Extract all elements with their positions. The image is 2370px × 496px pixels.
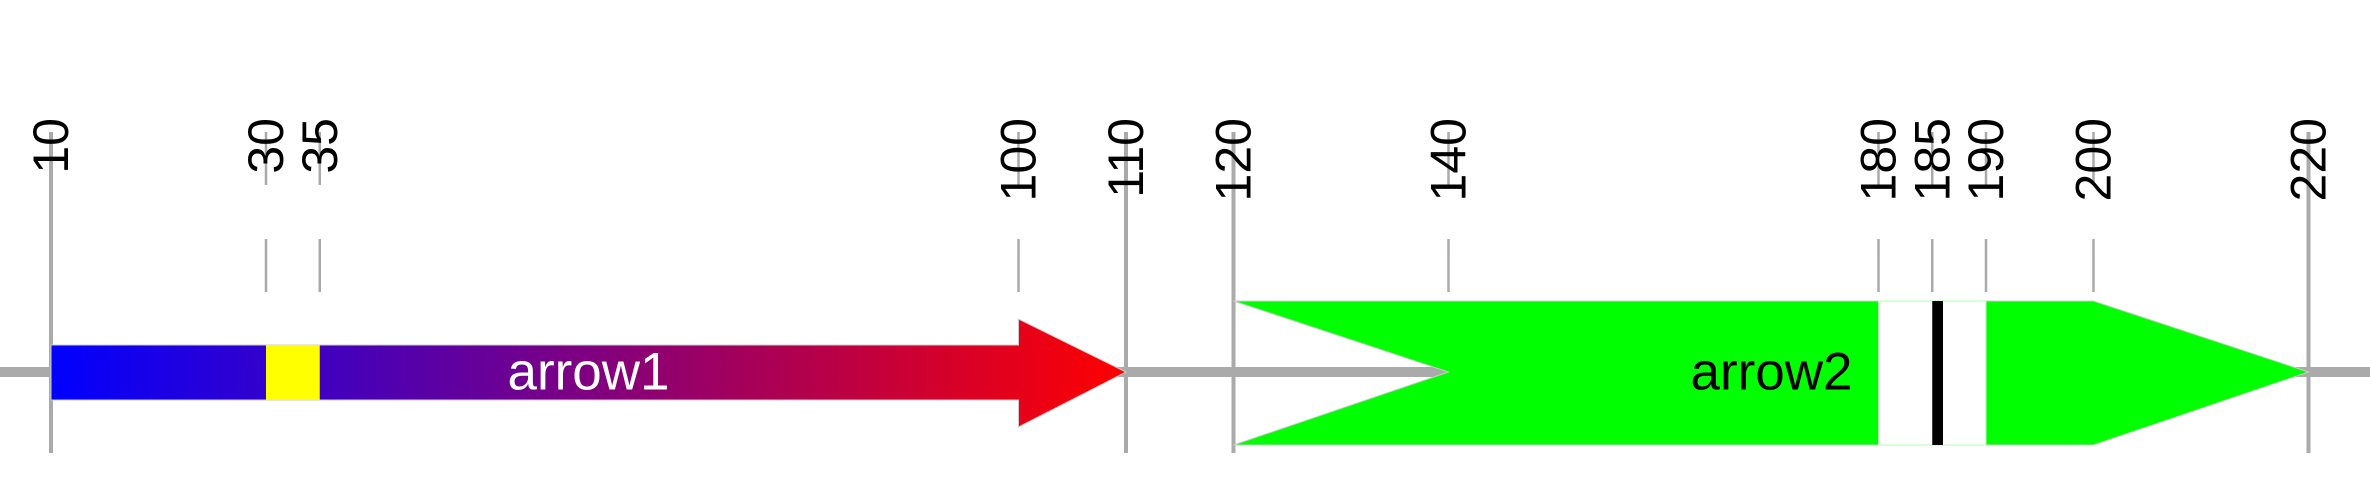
tick-label: 180 bbox=[1851, 118, 1907, 201]
tick-label: 140 bbox=[1421, 118, 1477, 201]
tick-label: 30 bbox=[238, 118, 294, 174]
feature-label: arrow2 bbox=[1690, 343, 1852, 402]
tick-label: 100 bbox=[991, 118, 1047, 201]
tick-label: 35 bbox=[292, 118, 348, 174]
feature-band bbox=[266, 345, 320, 400]
tick-label: 200 bbox=[2066, 118, 2122, 201]
feature-shape bbox=[1233, 300, 2311, 446]
tick-label: 220 bbox=[2281, 118, 2337, 201]
tick-label: 10 bbox=[23, 118, 79, 174]
features: arrow1 arrow2 bbox=[50, 300, 2311, 446]
feature-arrow2[interactable]: arrow2 bbox=[1233, 300, 2311, 446]
feature-label: arrow1 bbox=[507, 343, 669, 402]
tick-label: 185 bbox=[1904, 118, 1960, 201]
tick-label: 190 bbox=[1958, 118, 2014, 201]
tick-label: 120 bbox=[1206, 118, 1262, 201]
feature-arrow1[interactable]: arrow1 bbox=[50, 318, 1128, 428]
tick-label: 110 bbox=[1098, 118, 1154, 198]
feature-band bbox=[1932, 301, 1943, 445]
